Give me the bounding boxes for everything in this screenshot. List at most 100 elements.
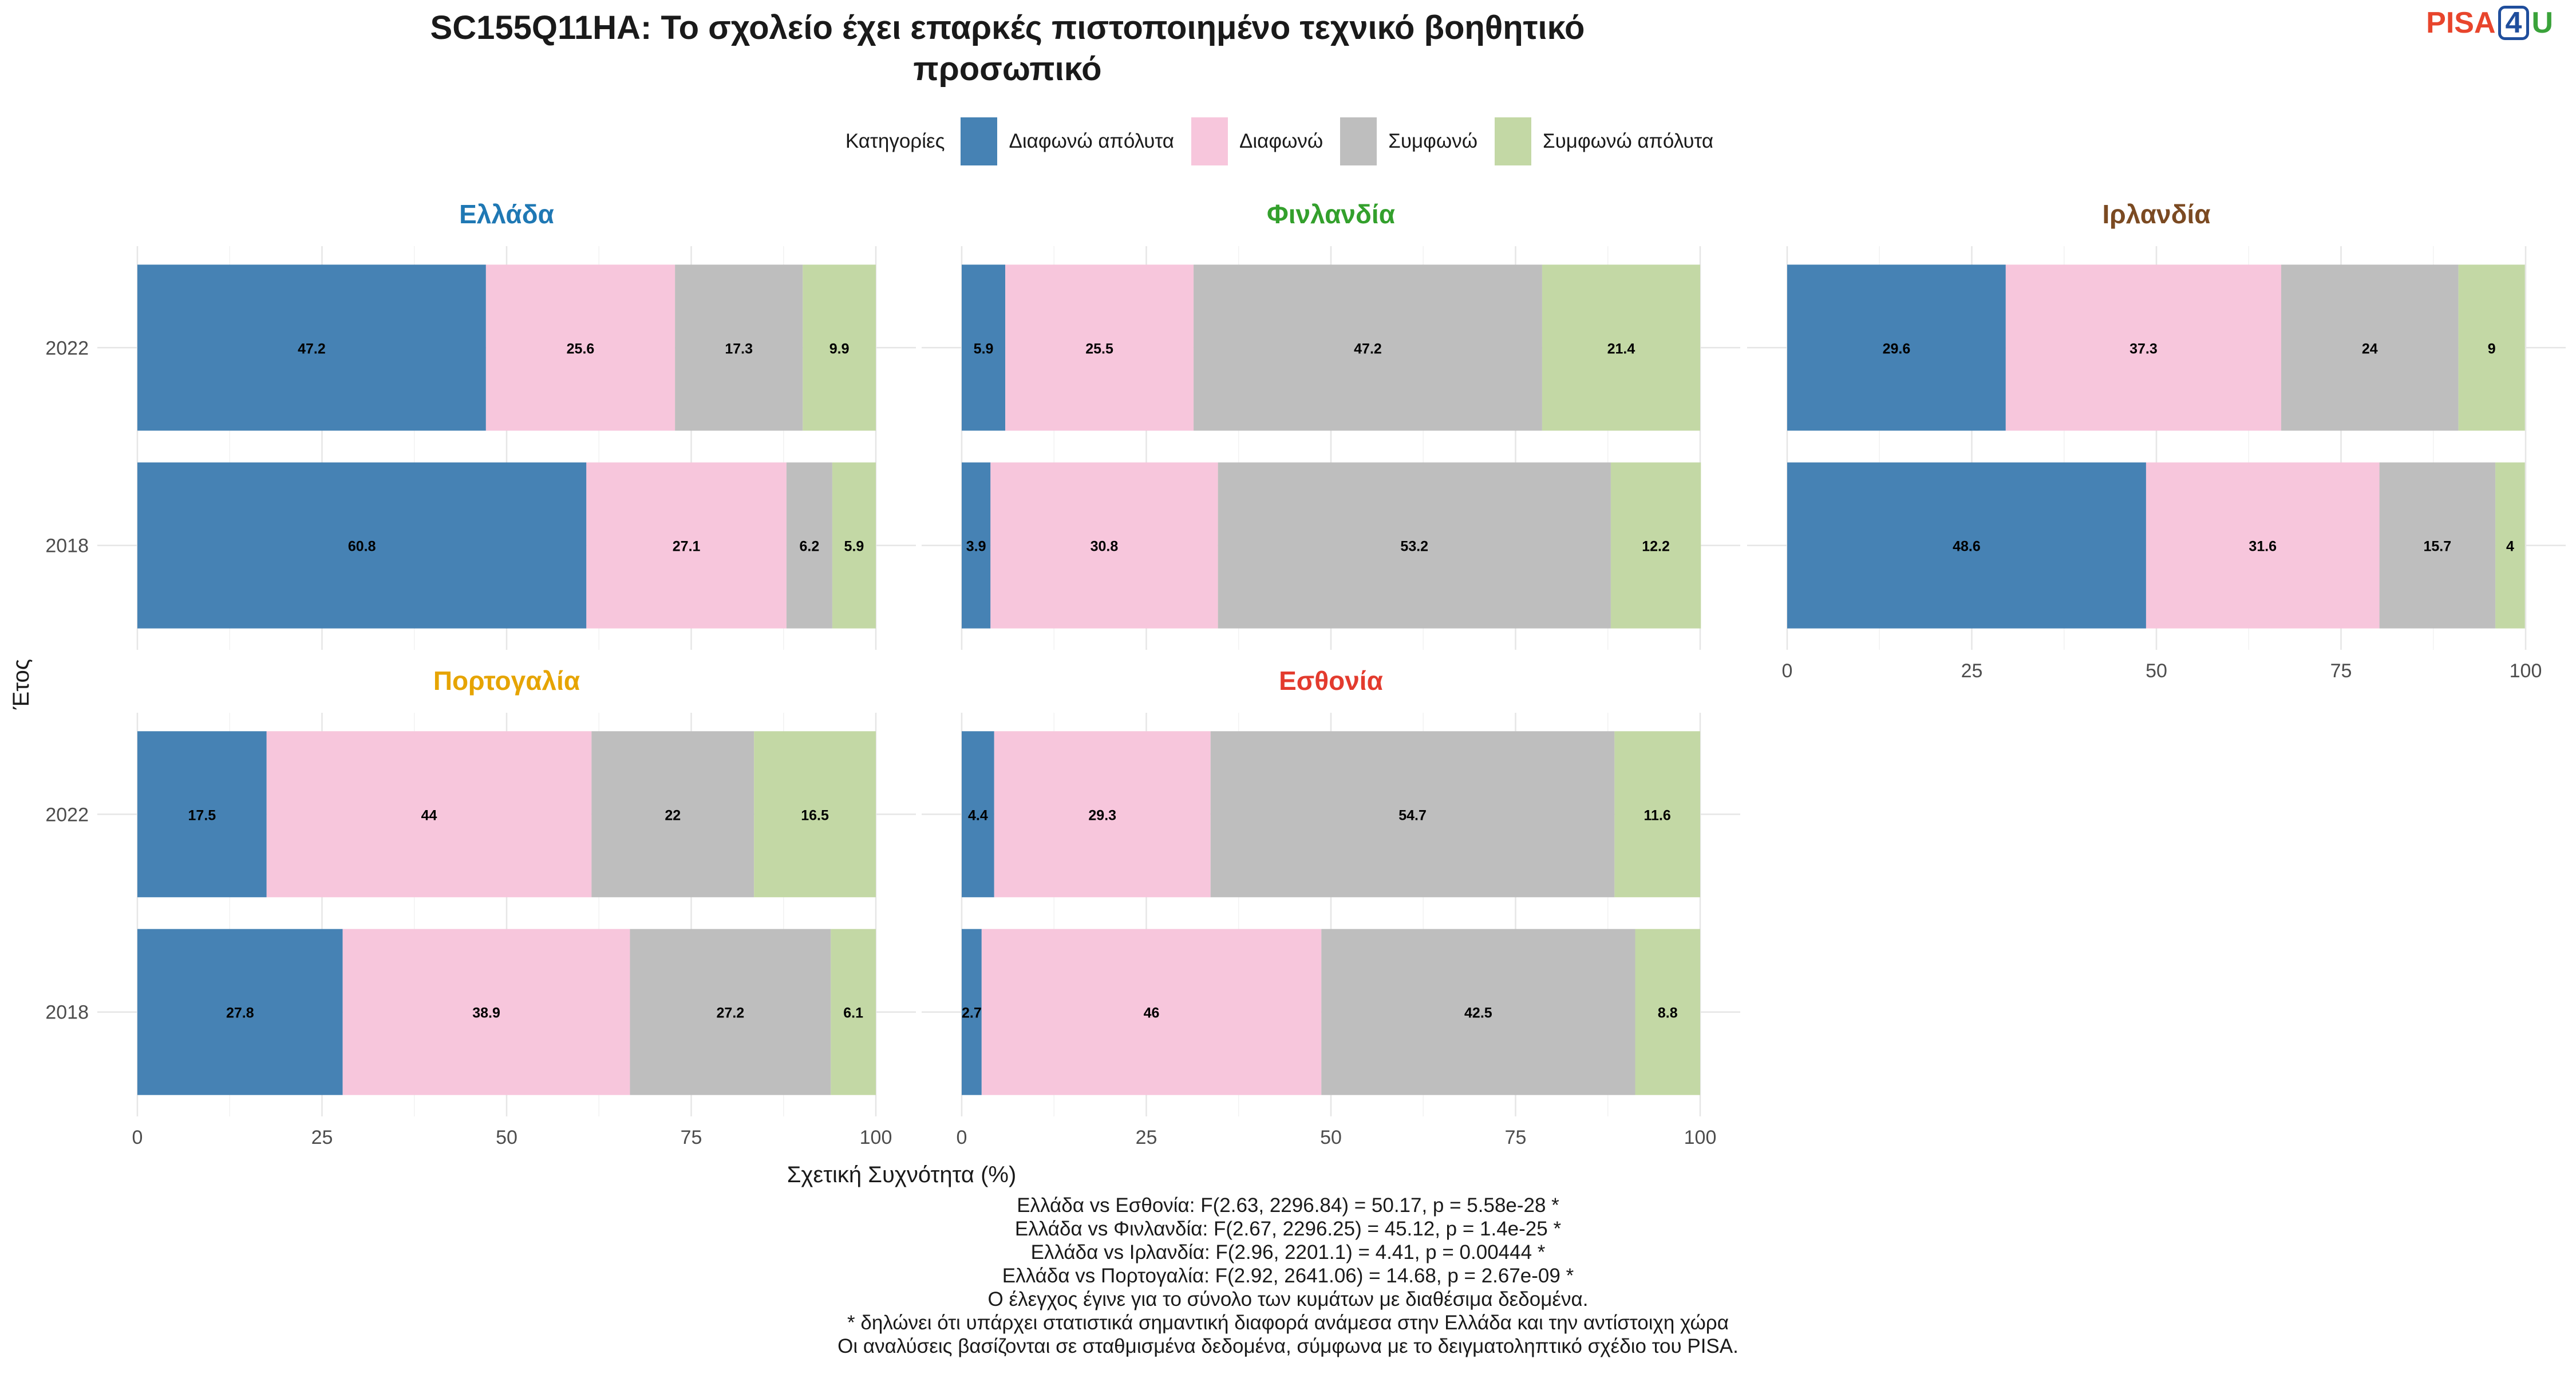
data-label: 27.2 (717, 1005, 745, 1021)
x-tick-label: 0 (132, 1127, 143, 1148)
y-tick-label: 2022 (45, 337, 89, 359)
bar-segment (832, 462, 876, 629)
x-tick-label: 100 (1684, 1127, 1717, 1148)
x-tick-label: 25 (1136, 1127, 1157, 1148)
footer-line: Ελλάδα vs Φινλανδία: F(2.67, 2296.25) = … (1014, 1218, 1562, 1240)
data-label: 16.5 (801, 807, 829, 823)
data-label: 4 (2506, 539, 2514, 555)
x-tick-label: 100 (2510, 660, 2542, 682)
legend-label: Συμφωνώ (1388, 130, 1478, 152)
facet-title: Ιρλανδία (2102, 199, 2210, 229)
x-tick-label: 50 (496, 1127, 517, 1148)
bar-segment (137, 462, 587, 629)
y-tick-label: 2018 (45, 535, 89, 557)
data-label: 53.2 (1400, 539, 1428, 555)
data-label: 3.9 (966, 539, 986, 555)
logo-four-text: 4 (2498, 6, 2530, 40)
x-tick-label: 75 (681, 1127, 702, 1148)
bar-segment (591, 731, 754, 898)
data-label: 47.2 (1354, 341, 1382, 357)
bar-segment (1005, 264, 1194, 431)
x-tick-label: 0 (957, 1127, 967, 1148)
x-axis-title: Σχετική Συχνότητα (%) (787, 1162, 1017, 1187)
data-label: 8.8 (1658, 1005, 1678, 1021)
x-tick-label: 75 (2330, 660, 2352, 682)
x-tick-label: 100 (860, 1127, 892, 1148)
legend-label: Διαφωνώ (1239, 130, 1323, 152)
data-label: 27.8 (226, 1005, 254, 1021)
legend-swatch (1191, 117, 1228, 165)
bar-segment (994, 731, 1211, 898)
legend-label: Διαφωνώ απόλυτα (1009, 130, 1174, 152)
facet-title: Ελλάδα (459, 199, 554, 229)
logo-u-text: U (2531, 6, 2553, 40)
data-label: 48.6 (1953, 539, 1981, 555)
bar-segment (586, 462, 787, 629)
legend-label: Συμφωνώ απόλυτα (1543, 130, 1714, 152)
data-label: 25.6 (567, 341, 595, 357)
footer-line: * δηλώνει ότι υπάρχει στατιστικά σημαντι… (847, 1312, 1729, 1334)
bar-segment (990, 462, 1218, 629)
bar-segment (962, 462, 991, 629)
footer-line: Ελλάδα vs Πορτογαλία: F(2.92, 2641.06) =… (1002, 1265, 1574, 1287)
data-label: 25.5 (1085, 341, 1113, 357)
bar-segment (962, 929, 982, 1095)
data-label: 29.3 (1088, 807, 1116, 823)
data-label: 22 (665, 807, 681, 823)
data-label: 5.9 (844, 539, 864, 555)
bar-segment (1218, 462, 1611, 629)
data-label: 2.7 (962, 1005, 982, 1021)
bar-segment (2146, 462, 2380, 629)
logo-pisa-text: PISA (2426, 6, 2496, 40)
bar-segment (675, 264, 803, 431)
data-label: 5.9 (974, 341, 994, 357)
bar-segment (485, 264, 675, 431)
x-tick-label: 50 (2146, 660, 2167, 682)
data-label: 29.6 (1883, 341, 1911, 357)
legend-swatch (1340, 117, 1377, 165)
data-label: 12.2 (1642, 539, 1670, 555)
bar-segment (1635, 929, 1700, 1095)
pisa4u-logo: PISA 4 U (2426, 6, 2553, 40)
y-tick-label: 2022 (45, 804, 89, 826)
bar-segment (786, 462, 832, 629)
data-label: 27.1 (673, 539, 701, 555)
bar-segment (1542, 264, 1700, 431)
bar-segment (754, 731, 876, 898)
bar-segment (1787, 462, 2146, 629)
bar-segment (1610, 462, 1701, 629)
x-tick-label: 0 (1782, 660, 1793, 682)
legend-item-strongly-agree: Συμφωνώ απόλυτα (1495, 117, 1713, 165)
legend-item-strongly-disagree: Διαφωνώ απόλυτα (961, 117, 1174, 165)
bar-segment (831, 929, 876, 1095)
data-label: 42.5 (1464, 1005, 1492, 1021)
legend-swatch (961, 117, 998, 165)
bar-segment (962, 264, 1006, 431)
legend-swatch (1495, 117, 1532, 165)
data-label: 6.1 (843, 1005, 863, 1021)
facet-title: Πορτογαλία (433, 666, 580, 696)
bar-segment (981, 929, 1322, 1095)
data-label: 6.2 (800, 539, 820, 555)
legend-item-disagree: Διαφωνώ (1191, 117, 1323, 165)
y-axis-title: Έτος (9, 659, 34, 710)
bar-segment (2495, 462, 2525, 629)
x-tick-label: 25 (1961, 660, 1983, 682)
bar-segment (962, 731, 994, 898)
data-label: 47.2 (298, 341, 326, 357)
bar-segment (1321, 929, 1635, 1095)
chart-legend: Κατηγορίες Διαφωνώ απόλυτα Διαφωνώ Συμφω… (0, 117, 2576, 165)
data-label: 17.3 (725, 341, 753, 357)
x-tick-label: 50 (1320, 1127, 1342, 1148)
bar-segment (1210, 731, 1615, 898)
y-tick-label: 2018 (45, 1002, 89, 1024)
bar-segment (803, 264, 876, 431)
chart-footer-notes: Ελλάδα vs Εσθονία: F(2.63, 2296.84) = 50… (0, 1194, 2576, 1358)
faceted-stacked-bar-chart: Ελλάδα 2022 47.2 25.6 17.3 9.9 2018 60.8 27.1 6.2… (9, 199, 2566, 1187)
data-label: 9 (2488, 341, 2496, 357)
footer-line: Οι αναλύσεις βασίζονται σε σταθμισμένα δ… (837, 1335, 1739, 1357)
legend-item-agree: Συμφωνώ (1340, 117, 1477, 165)
data-label: 11.6 (1644, 807, 1671, 823)
bar-segment (137, 264, 486, 431)
data-label: 37.3 (2129, 341, 2158, 357)
